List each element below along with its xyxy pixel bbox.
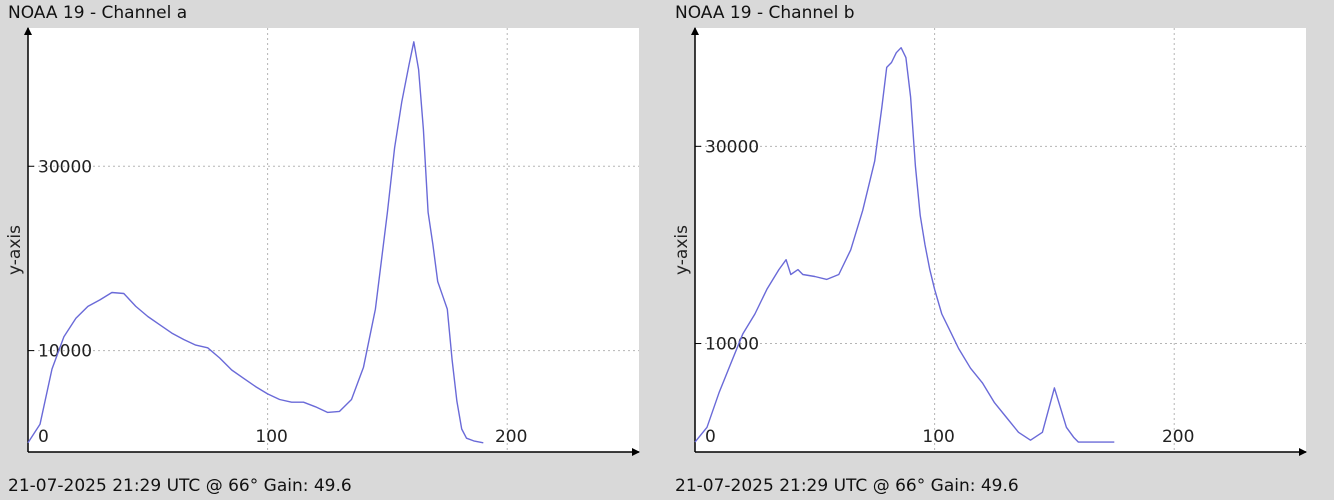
x-tick-label: 0 bbox=[705, 427, 716, 447]
chart-title: NOAA 19 - Channel b bbox=[675, 3, 855, 23]
y-tick-label: 30000 bbox=[705, 137, 759, 157]
x-tick-label: 200 bbox=[495, 427, 527, 447]
y-tick-label: 30000 bbox=[38, 157, 92, 177]
chart-title: NOAA 19 - Channel a bbox=[8, 3, 188, 23]
chart-plot-a: 0 100 200 10000 30000 y-axis bbox=[5, 27, 640, 456]
y-axis-arrow bbox=[691, 27, 699, 35]
x-axis-arrow bbox=[1299, 448, 1307, 456]
series-line-0 bbox=[27, 41, 484, 444]
series-line-0 bbox=[694, 47, 1115, 443]
chart-panel-b: NOAA 19 - Channel b 0 100 200 10000 30000 y-a… bbox=[667, 0, 1334, 500]
chart-footer: 21-07-2025 21:29 UTC @ 66° Gain: 49.6 bbox=[675, 476, 1019, 496]
plot-area bbox=[28, 28, 639, 452]
chart-plot-b: 0 100 200 10000 30000 y-axis bbox=[672, 27, 1307, 456]
chart-footer: 21-07-2025 21:29 UTC @ 66° Gain: 49.6 bbox=[8, 476, 352, 496]
x-tick-label: 200 bbox=[1162, 427, 1194, 447]
y-tick-label: 10000 bbox=[38, 342, 92, 362]
x-tick-label: 100 bbox=[922, 427, 954, 447]
x-axis-arrow bbox=[632, 448, 640, 456]
y-axis-arrow bbox=[24, 27, 32, 35]
plot-area bbox=[695, 28, 1306, 452]
y-axis-title: y-axis bbox=[5, 225, 25, 275]
y-axis-title: y-axis bbox=[672, 225, 692, 275]
x-tick-label: 0 bbox=[38, 427, 49, 447]
y-tick-label: 10000 bbox=[705, 335, 759, 355]
x-tick-label: 100 bbox=[255, 427, 287, 447]
chart-panel-a: NOAA 19 - Channel a 0 100 200 10000 30000 y-a… bbox=[5, 3, 640, 496]
